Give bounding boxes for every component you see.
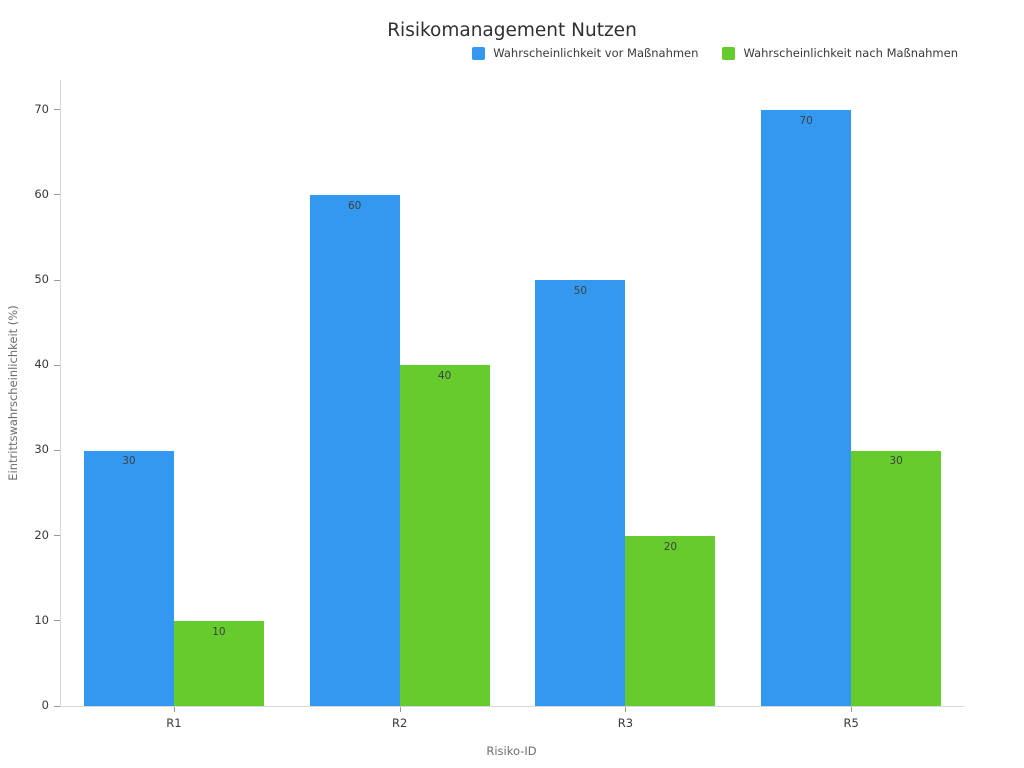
bar-after-R5 [851,450,942,706]
y-axis-title: Eintrittswahrscheinlichkeit (%) [6,305,20,481]
x-tick-label-R1: R1 [166,716,182,730]
x-tick-label-R2: R2 [391,716,408,730]
legend-item-before: Wahrscheinlichkeit vor Maßnahmen [472,46,698,60]
y-tick-mark [54,705,60,707]
y-tick-label: 10 [34,612,49,627]
legend-swatch-blue [472,46,486,60]
x-axis-title: Risiko-ID [486,744,537,758]
y-tick-label: 30 [34,442,49,457]
y-tick-label: 70 [34,101,49,116]
y-tick-label: 60 [34,186,49,201]
chart-title: Risikomanagement Nutzen [387,20,637,41]
bar-value-label: 10 [212,625,226,638]
legend-item-after: Wahrscheinlichkeit nach Maßnahmen [722,46,958,60]
bar-after-R3 [625,535,716,706]
bar-after-R1 [173,620,264,706]
bar-value-label: 40 [437,370,452,383]
y-tick-mark [54,194,60,196]
plot-area: 0 10 20 30 40 50 60 70 30 10 R1 60 40 R2 50 20 R3 70 30 R5 [34,80,964,730]
legend: Wahrscheinlichkeit vor Maßnahmen Wahrsch… [472,46,958,60]
bar-value-label: 50 [573,285,588,298]
bar-before-R2 [309,194,400,706]
y-tick-label: 0 [41,698,49,712]
x-tick-label-R3: R3 [617,716,634,730]
legend-swatch-green [722,46,736,60]
bar-value-label: 30 [889,455,903,468]
bar-value-label: 60 [347,199,362,212]
y-tick-mark [54,620,60,622]
bar-after-R2 [399,365,490,706]
y-tick-mark [54,535,60,537]
y-tick-mark [54,109,60,111]
legend-label-after: Wahrscheinlichkeit nach Maßnahmen [743,46,958,60]
y-tick-mark [54,364,60,366]
x-tick-label-R5: R5 [843,716,859,730]
y-tick-label: 20 [34,527,49,542]
bar-before-R5 [761,109,852,706]
y-tick-mark [54,449,60,451]
bar-value-label: 20 [663,540,678,553]
x-tick-mark [851,707,853,712]
y-tick-label: 40 [34,357,49,372]
bar-before-R3 [535,280,626,706]
bar-value-label: 30 [122,455,136,468]
y-tick-mark [54,279,60,281]
x-tick-mark [399,707,401,712]
x-tick-mark [625,707,627,712]
y-tick-label: 50 [34,272,49,287]
legend-label-before: Wahrscheinlichkeit vor Maßnahmen [493,46,699,60]
bar-before-R1 [83,450,174,706]
x-tick-mark [173,707,175,712]
bar-value-label: 70 [799,114,813,127]
